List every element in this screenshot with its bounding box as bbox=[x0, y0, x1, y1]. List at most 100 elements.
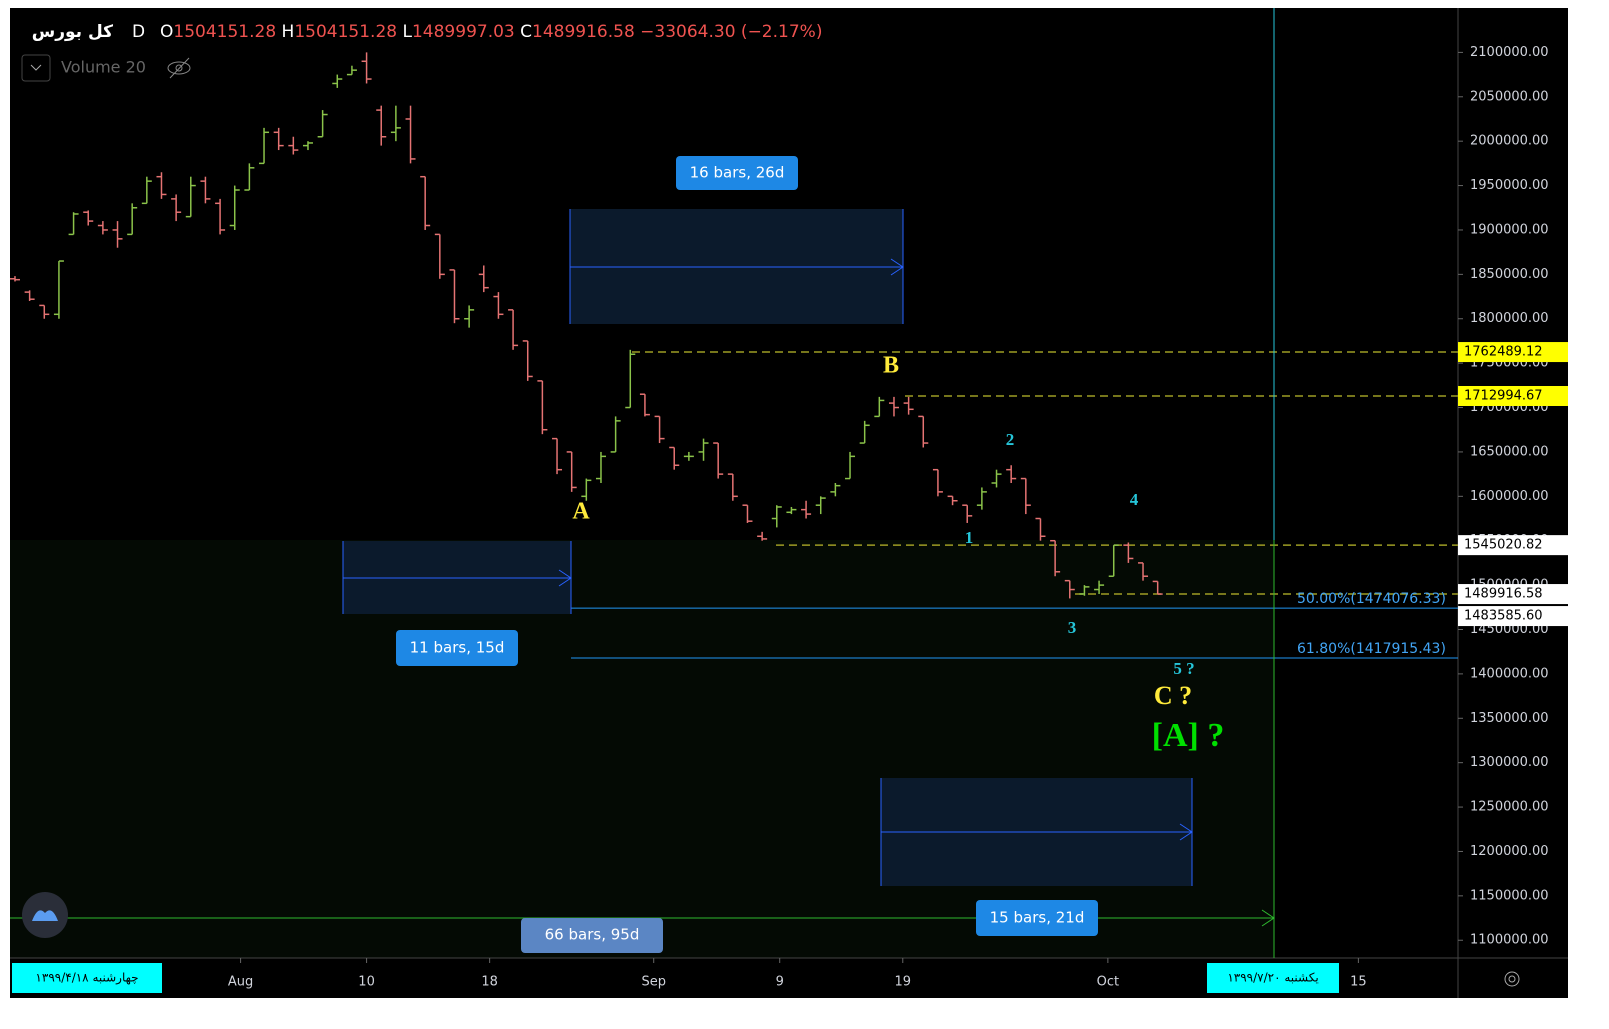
hide-icon[interactable] bbox=[167, 57, 191, 79]
ohlc-bar bbox=[669, 446, 680, 470]
ohlc-bar bbox=[68, 212, 79, 236]
logo-mark bbox=[32, 910, 58, 921]
range-label-box bbox=[521, 918, 663, 953]
chevron bbox=[30, 64, 42, 71]
ohlc-bar bbox=[786, 506, 797, 515]
ohlc-bar bbox=[1006, 465, 1017, 483]
ohlc-bar bbox=[874, 396, 885, 418]
symbol: کل بورس bbox=[32, 22, 113, 42]
ohlc-bar bbox=[771, 505, 782, 528]
ohlc-bar bbox=[683, 451, 694, 461]
indicator: Volume 20 bbox=[61, 58, 146, 77]
ohlc-bar bbox=[390, 105, 401, 142]
x-tick-label: 18 bbox=[481, 975, 498, 990]
ohlc-bar bbox=[171, 194, 182, 222]
interval: D bbox=[132, 22, 145, 42]
ohlc-bar bbox=[244, 163, 255, 191]
ohlc-bar bbox=[903, 396, 914, 415]
ohlc-bar bbox=[815, 496, 826, 515]
settings-icon[interactable] bbox=[1504, 971, 1520, 987]
ohlc-bar bbox=[229, 185, 240, 230]
x-tick-label: Sep bbox=[641, 975, 666, 990]
range-label-box bbox=[976, 900, 1098, 936]
x-tick-label: Aug bbox=[228, 975, 253, 990]
wave-label: 3 bbox=[1068, 618, 1077, 637]
wave-label: [A] ? bbox=[1152, 717, 1225, 754]
ohlc-bar bbox=[1108, 544, 1119, 577]
price-tag bbox=[1458, 385, 1568, 406]
ohlc-bar bbox=[1064, 579, 1075, 599]
wave-label: B bbox=[883, 353, 899, 379]
layers bbox=[9, 52, 1458, 659]
ohlc-bar bbox=[1094, 580, 1105, 594]
y-tick-label: 1600000.00 bbox=[1470, 489, 1549, 504]
ohlc-bar bbox=[845, 451, 856, 480]
wave-label: C ? bbox=[1154, 681, 1192, 710]
wave-label: 2 bbox=[1006, 430, 1015, 449]
price-tag bbox=[1458, 584, 1568, 605]
value: 1504151.28 bbox=[173, 22, 276, 42]
ohlc-bar bbox=[449, 269, 460, 324]
range-label-box bbox=[396, 630, 518, 666]
ohlc-bar bbox=[639, 393, 650, 417]
label: C bbox=[520, 22, 532, 42]
change: −33064.30 (−2.17%) bbox=[640, 22, 822, 42]
y-tick-label: 1250000.00 bbox=[1470, 800, 1549, 815]
date-tag bbox=[1207, 963, 1339, 993]
y-tick-label: 1650000.00 bbox=[1470, 444, 1549, 459]
y-tick-label: 1850000.00 bbox=[1470, 267, 1549, 282]
collapse-button[interactable] bbox=[21, 54, 51, 82]
ohlc-bar bbox=[830, 483, 841, 497]
ohlc-bar bbox=[332, 74, 343, 88]
ohlc-bar bbox=[53, 260, 64, 319]
ohlc-bar bbox=[552, 437, 563, 475]
y-tick-label: 1300000.00 bbox=[1470, 755, 1549, 770]
range-label: 66 bars, 95d bbox=[545, 926, 640, 944]
date-tag-label: یکشنبه ۱۳۹۹/۷/۲۰ bbox=[1227, 971, 1318, 985]
x-tick-label: Oct bbox=[1097, 975, 1119, 990]
y-tick-label: 1950000.00 bbox=[1470, 178, 1549, 193]
ohlc-bar bbox=[1035, 517, 1046, 541]
ohlc-legend: O1504151.28 H1504151.28 L1489997.03 C148… bbox=[160, 22, 822, 42]
ohlc-bar bbox=[273, 127, 284, 151]
ohlc-bar bbox=[625, 349, 636, 409]
range-arrow bbox=[570, 258, 904, 276]
ohlc-bar bbox=[478, 265, 489, 293]
ohlc-bar bbox=[346, 65, 357, 76]
ohlc-bar bbox=[859, 420, 870, 444]
ohlc-bar bbox=[141, 176, 152, 205]
ohlc-bar bbox=[962, 504, 973, 523]
price-tag bbox=[1458, 535, 1568, 556]
label: O bbox=[160, 22, 173, 42]
wave-label: A bbox=[572, 499, 590, 525]
y-tick-label: 1900000.00 bbox=[1470, 222, 1549, 237]
price-tag bbox=[1458, 606, 1568, 627]
ohlc-bar bbox=[522, 340, 533, 381]
ohlc-bar bbox=[39, 304, 50, 319]
ohlc-bar bbox=[932, 468, 943, 497]
ohlc-bar bbox=[97, 221, 108, 235]
ohlc-bar bbox=[976, 487, 987, 510]
value: 1504151.28 bbox=[294, 22, 397, 42]
ohlc-bar bbox=[24, 290, 35, 301]
y-tick-label: 1350000.00 bbox=[1470, 711, 1549, 726]
label: L bbox=[403, 22, 413, 42]
range-arrow bbox=[881, 823, 1193, 841]
ohlc-bar bbox=[1123, 542, 1134, 563]
ohlc-bar bbox=[595, 451, 606, 483]
ohlc-bar bbox=[742, 504, 753, 523]
range-label-box bbox=[676, 156, 798, 190]
price-tag-label: 1483585.60 bbox=[1464, 609, 1543, 624]
y-tick-label: 1800000.00 bbox=[1470, 311, 1549, 326]
fib-label: 50.00%(1474076.33) bbox=[1297, 591, 1446, 607]
label: H bbox=[282, 22, 295, 42]
ohlc-bar bbox=[112, 221, 123, 248]
ohlc-bar bbox=[918, 415, 929, 448]
ohlc-bar bbox=[713, 442, 724, 479]
x-tick-label: 10 bbox=[358, 975, 375, 990]
ohlc-bar bbox=[757, 531, 768, 541]
ohlc-bar bbox=[420, 175, 431, 230]
value: 1489997.03 bbox=[412, 22, 515, 42]
